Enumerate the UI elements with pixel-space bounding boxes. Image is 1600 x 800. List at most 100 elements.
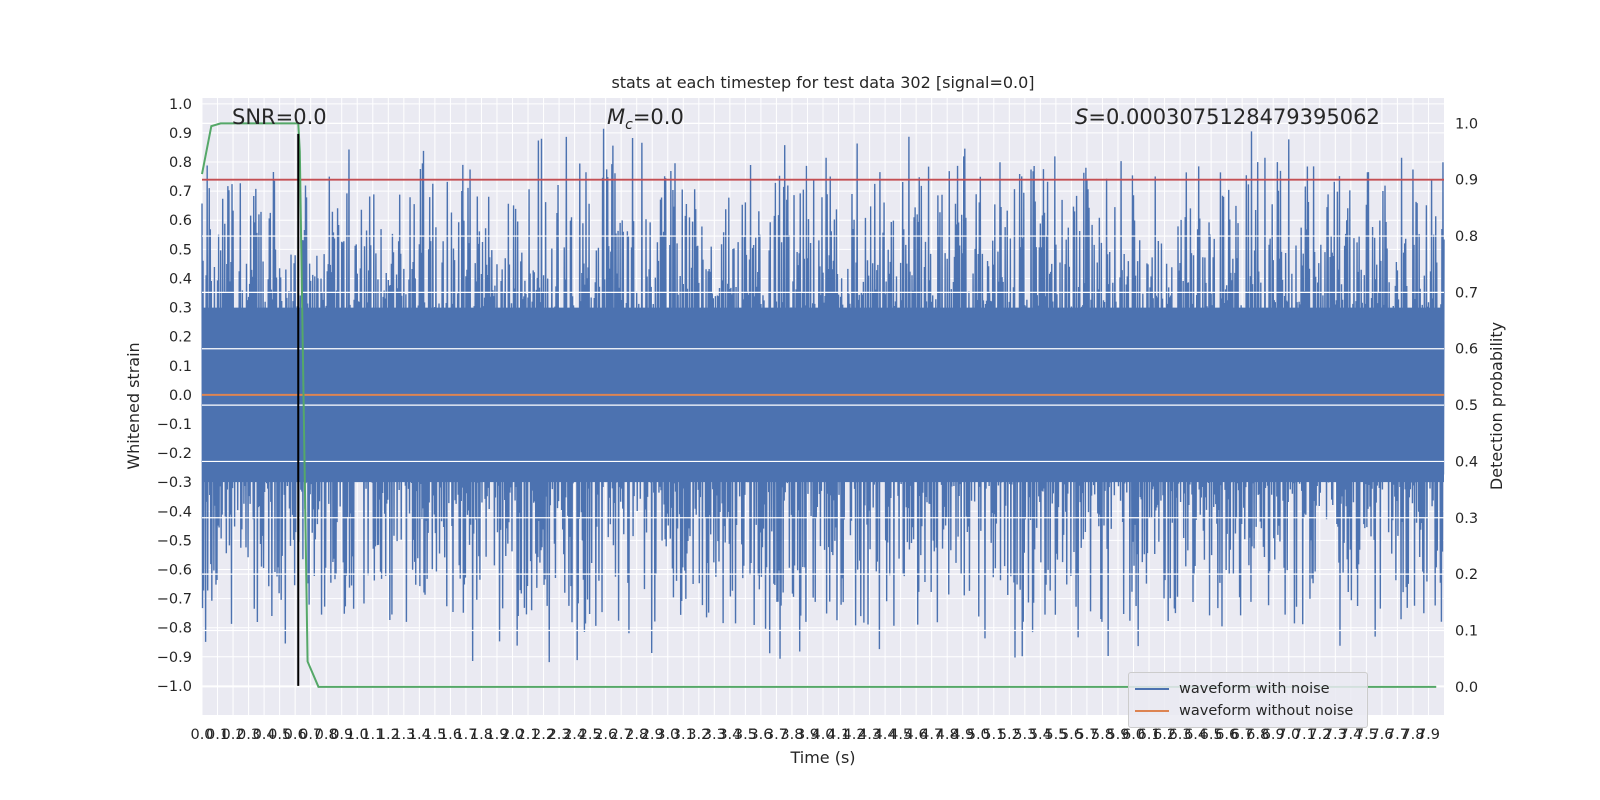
x-tick-label: 7.3 — [1324, 727, 1347, 743]
x-tick-label: 5.5 — [1044, 727, 1067, 743]
x-tick-label: 4.2 — [843, 727, 866, 743]
x-tick-label: 1.6 — [439, 727, 462, 743]
x-tick-label: 0.7 — [299, 727, 322, 743]
x-tick-label: 7.4 — [1339, 727, 1362, 743]
x-tick-label: 0.4 — [253, 727, 276, 743]
y2-tick-label: 0.5 — [1455, 398, 1478, 414]
y2-tick-label: 0.1 — [1455, 623, 1478, 639]
y-tick-label: −1.0 — [157, 679, 192, 695]
y-tick-label: 0.3 — [169, 301, 192, 317]
y-tick-labels: 1.0 0.9 0.8 0.7 0.6 0.5 0.4 0.3 0.2 0.1 0.0 −0.1 −0.… — [157, 97, 192, 695]
y2-tick-label: 0.4 — [1455, 454, 1478, 470]
y2-tick-label: 1.0 — [1455, 116, 1478, 132]
chart-title: stats at each timestep for test data 302… — [611, 73, 1034, 92]
x-tick-label: 1.2 — [377, 727, 400, 743]
x-tick-label: 0.9 — [330, 727, 353, 743]
x-tick-label: 0.3 — [237, 727, 260, 743]
overlay-lines — [201, 122, 1444, 688]
x-tick-label: 0.2 — [222, 727, 245, 743]
legend-swatch-noisy — [1135, 688, 1169, 690]
x-tick-label: 3.4 — [718, 727, 741, 743]
y2-tick-label: 0.0 — [1455, 680, 1478, 696]
x-tick-label: 6.9 — [1262, 727, 1285, 743]
y-tick-label: 0.0 — [169, 388, 192, 404]
x-tick-label: 6.8 — [1246, 727, 1269, 743]
x-tick-label: 0.0 — [190, 727, 213, 743]
y-tick-label: −0.2 — [157, 446, 192, 462]
x-tick-label: 6.6 — [1215, 727, 1238, 743]
y-tick-label: 0.9 — [169, 126, 192, 142]
legend-swatch-clean — [1135, 710, 1169, 712]
x-tick-label: 5.3 — [1013, 727, 1036, 743]
y2-tick-label: 0.9 — [1455, 173, 1478, 189]
y2-tick-label: 0.3 — [1455, 511, 1478, 527]
x-tick-label: 7.1 — [1293, 727, 1316, 743]
y-tick-label: −0.4 — [157, 504, 192, 520]
x-tick-label: 6.5 — [1200, 727, 1223, 743]
x-tick-label: 3.6 — [749, 727, 772, 743]
y-tick-label: 0.2 — [169, 330, 192, 346]
x-tick-label: 4.1 — [827, 727, 850, 743]
x-tick-label: 6.2 — [1153, 727, 1176, 743]
x-tick-label: 4.0 — [811, 727, 834, 743]
x-tick-label: 4.7 — [920, 727, 943, 743]
x-tick-label: 7.6 — [1370, 727, 1393, 743]
x-tick-label: 5.1 — [982, 727, 1005, 743]
x-tick-label: 7.8 — [1401, 727, 1424, 743]
y-tick-label: −0.9 — [157, 650, 192, 666]
y-axis-label: Whitened strain — [124, 342, 143, 469]
x-tick-label: 4.3 — [858, 727, 881, 743]
x-tick-label: 3.2 — [687, 727, 710, 743]
x-tick-label: 3.7 — [765, 727, 788, 743]
x-tick-label: 7.5 — [1355, 727, 1378, 743]
x-tick-label: 0.1 — [206, 727, 229, 743]
legend-label-clean: waveform without noise — [1179, 703, 1354, 719]
x-tick-label: 6.0 — [1122, 727, 1145, 743]
x-tick-label: 2.5 — [579, 727, 602, 743]
snr-annotation: SNR=0.0 — [232, 105, 327, 129]
x-tick-label: 0.6 — [284, 727, 307, 743]
x-tick-label: 7.7 — [1386, 727, 1409, 743]
x-tick-label: 1.7 — [454, 727, 477, 743]
x-tick-label: 5.0 — [967, 727, 990, 743]
y-tick-label: 0.8 — [169, 155, 192, 171]
x-tick-label: 3.8 — [780, 727, 803, 743]
x-tick-label: 2.7 — [610, 727, 633, 743]
y-tick-label: 0.4 — [169, 271, 192, 287]
x-tick-label: 6.3 — [1169, 727, 1192, 743]
y-tick-label: 0.1 — [169, 359, 192, 375]
y-tick-label: −0.5 — [157, 533, 192, 549]
detection-probability-line — [201, 122, 1437, 688]
x-tick-label: 2.9 — [641, 727, 664, 743]
y2-tick-label: 0.7 — [1455, 285, 1478, 301]
s-annotation: S=0.0003075128479395062 — [1075, 105, 1380, 129]
x-axis-label: Time (s) — [789, 748, 855, 767]
y2-tick-labels: 1.0 0.9 0.8 0.7 0.6 0.5 0.4 0.3 0.2 0.1 0.0 — [1455, 116, 1478, 695]
legend-label-noisy: waveform with noise — [1179, 681, 1330, 697]
x-tick-label: 1.3 — [392, 727, 415, 743]
x-tick-label: 0.8 — [315, 727, 338, 743]
legend-item-noisy: waveform with noise — [1135, 679, 1330, 699]
x-tick-label: 2.3 — [548, 727, 571, 743]
series-line-waveform-with-noise — [201, 128, 1445, 663]
x-tick-label: 2.1 — [516, 727, 539, 743]
x-tick-label: 7.0 — [1277, 727, 1300, 743]
y2-axis-label: Detection probability — [1487, 322, 1506, 490]
y-tick-label: −0.3 — [157, 475, 192, 491]
y-tick-label: 0.6 — [169, 213, 192, 229]
x-tick-label: 3.3 — [703, 727, 726, 743]
y-tick-label: 0.5 — [169, 242, 192, 258]
x-tick-label: 3.1 — [672, 727, 695, 743]
x-tick-labels: 0.00.10.20.30.40.50.60.70.80.91.01.11.21… — [190, 727, 1440, 743]
y2-tick-label: 0.8 — [1455, 229, 1478, 245]
x-tick-label: 6.4 — [1184, 727, 1207, 743]
x-tick-label: 5.2 — [998, 727, 1021, 743]
x-tick-label: 4.9 — [951, 727, 974, 743]
x-tick-label: 5.9 — [1106, 727, 1129, 743]
y2-tick-label: 0.2 — [1455, 567, 1478, 583]
x-tick-label: 1.9 — [485, 727, 508, 743]
x-tick-label: 3.0 — [656, 727, 679, 743]
x-tick-label: 1.8 — [470, 727, 493, 743]
x-tick-label: 5.4 — [1029, 727, 1052, 743]
